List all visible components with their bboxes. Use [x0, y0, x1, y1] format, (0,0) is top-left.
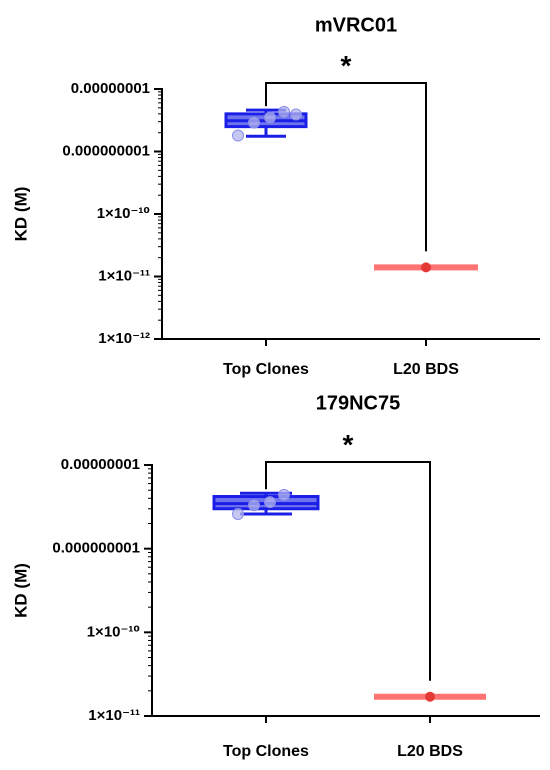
chart1-data-point — [248, 499, 260, 512]
chart0-category-label: Top Clones — [223, 361, 309, 378]
chart1-y-tick-label: 1×10⁻¹¹ — [88, 707, 140, 724]
chart0-data-point — [264, 111, 276, 124]
chart1-y-axis-label: KD (M) — [11, 563, 30, 618]
chart0-title: mVRC01 — [315, 14, 397, 36]
chart1-data-point — [425, 691, 435, 702]
chart0-significance-bracket — [265, 82, 427, 252]
chart1-title: 179NC75 — [316, 392, 401, 414]
chart0-data-point — [232, 129, 244, 142]
chart1-category-label: L20 BDS — [397, 743, 463, 760]
chart0-significance-star: * — [341, 50, 352, 81]
chart0-y-tick-label: 1×10⁻¹² — [98, 330, 150, 347]
chart0-data-point — [290, 108, 302, 121]
chart1-y-tick-label: 0.000000001 — [52, 540, 140, 557]
chart1-category-label: Top Clones — [223, 743, 309, 760]
chart1-data-point — [264, 496, 276, 509]
chart1-y-tick-label: 1×10⁻¹⁰ — [87, 623, 140, 640]
chart1-significance-bracket — [265, 461, 431, 681]
chart0-y-tick-label: 1×10⁻¹¹ — [98, 267, 150, 284]
chart0-data-point — [421, 262, 431, 273]
chart1-data-point — [278, 488, 290, 501]
chart0-data-point — [278, 105, 290, 118]
chart0-y-tick-label: 0.00000001 — [71, 80, 150, 97]
chart1-y-tick-label: 0.00000001 — [61, 456, 140, 473]
chart0-data-point — [248, 116, 260, 129]
chart0-y-tick-label: 0.000000001 — [62, 142, 150, 159]
chart0-y-axis-label: KD (M) — [11, 187, 30, 242]
chart0-y-tick-label: 1×10⁻¹⁰ — [97, 205, 150, 222]
chart1-significance-star: * — [343, 429, 354, 460]
chart0-category-label: L20 BDS — [393, 361, 459, 378]
chart1-data-point — [232, 507, 244, 520]
